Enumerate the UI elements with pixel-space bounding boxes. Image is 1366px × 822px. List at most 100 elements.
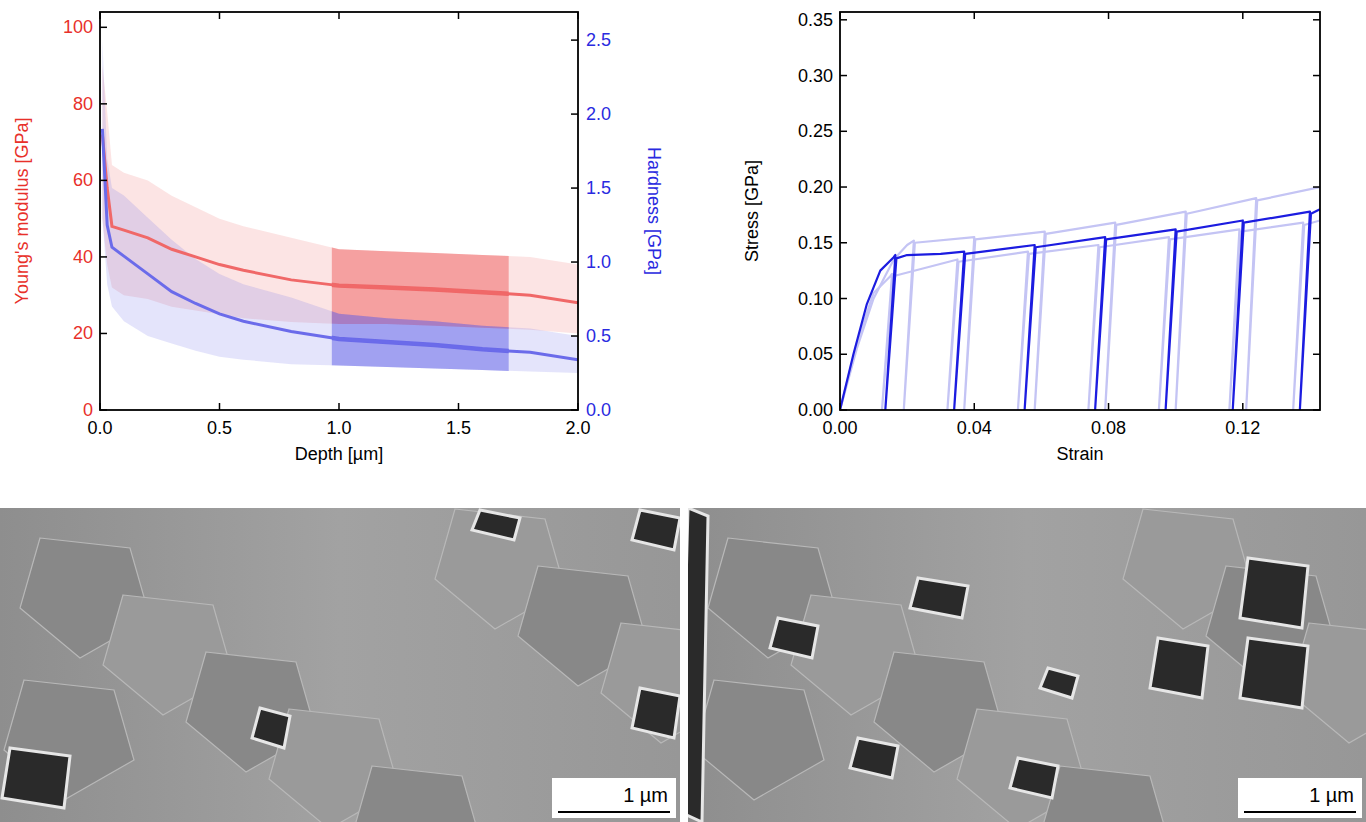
x-tick-label: 0.08: [1091, 418, 1126, 438]
sem-content: [688, 508, 1366, 822]
pore: [1010, 758, 1058, 798]
y-tick-label: 40: [73, 247, 93, 267]
plot-area: [102, 40, 578, 373]
x-tick: [338, 403, 340, 410]
pore: [850, 738, 898, 778]
x-tick-label: 0.0: [87, 418, 112, 438]
y-tick-label: 0.35: [798, 10, 833, 30]
x-tick-top: [338, 12, 340, 19]
y-tick: [100, 256, 107, 258]
y-tick-label: 0.10: [798, 289, 833, 309]
pore: [1150, 638, 1208, 698]
plot-frame: [100, 12, 578, 410]
x-tick-top: [219, 12, 221, 19]
y-tick-right: [1313, 298, 1320, 300]
chart-depth: 0.00.51.01.52.00204060801000.00.51.01.52…: [12, 12, 664, 464]
y2-tick: [571, 187, 578, 189]
scale-bar-box: [552, 778, 676, 818]
y-tick: [840, 298, 847, 300]
y-tick: [100, 180, 107, 182]
mean-line: [102, 134, 578, 302]
scale-bar: [1244, 811, 1356, 813]
y2-tick-label: 1.5: [586, 178, 611, 198]
x-tick-label: 0.04: [957, 418, 992, 438]
x-tick: [1242, 403, 1244, 410]
mean-line: [102, 129, 578, 360]
sem-image: 1 µm: [680, 508, 1366, 822]
x-tick-label: 1.0: [326, 418, 351, 438]
y-axis-title: Stress [GPa]: [742, 160, 762, 262]
y-tick-right: [1313, 131, 1320, 133]
x-axis-title: Depth [µm]: [295, 444, 383, 464]
chart-stress-strain: 0.000.040.080.120.000.050.100.150.200.25…: [742, 10, 1320, 464]
pore: [910, 578, 968, 618]
y-tick-label: 60: [73, 170, 93, 190]
y-tick-label: 20: [73, 323, 93, 343]
plot-frame: [840, 12, 1320, 410]
y-tick: [840, 131, 847, 133]
y2-tick: [571, 261, 578, 263]
x-axis-title: Strain: [1056, 444, 1103, 464]
x-tick-label: 1.5: [446, 418, 471, 438]
y-tick: [100, 27, 107, 29]
y-tick-label: 0: [83, 400, 93, 420]
y2-tick-label: 0.0: [586, 400, 611, 420]
scale-bar-label: 1 µm: [623, 784, 668, 806]
y-tick-label: 100: [63, 17, 93, 37]
y-tick: [840, 19, 847, 21]
grain: [1040, 766, 1170, 822]
y-tick-label: 0.00: [798, 400, 833, 420]
pore: [2, 748, 70, 808]
y-tick: [100, 333, 107, 335]
x-tick-label: 0.00: [822, 418, 857, 438]
stress-strain-curve: [840, 187, 1320, 410]
std-band: [102, 40, 578, 373]
y-tick-right: [1313, 75, 1320, 77]
x-tick-top: [1108, 12, 1110, 19]
figure: 0.00.51.01.52.00204060801000.00.51.01.52…: [0, 0, 1366, 822]
sem-background: [688, 508, 1366, 822]
pore: [472, 510, 520, 540]
x-tick-top: [1242, 12, 1244, 19]
x-tick: [219, 403, 221, 410]
y-tick-right: [1313, 19, 1320, 21]
y2-axis-title: Hardness [GPa]: [644, 147, 664, 275]
x-tick-top: [974, 12, 976, 19]
y2-tick-label: 2.5: [586, 30, 611, 50]
y2-tick-label: 0.5: [586, 326, 611, 346]
x-tick-label: 0.5: [207, 418, 232, 438]
x-tick-label: 2.0: [565, 418, 590, 438]
std-band-highlight: [332, 66, 509, 334]
pore: [632, 510, 680, 550]
y2-tick: [571, 113, 578, 115]
sem-content: [0, 508, 680, 822]
y-tick-right: [1313, 354, 1320, 356]
pore: [1240, 558, 1308, 628]
y-tick-label: 0.25: [798, 121, 833, 141]
std-band-highlight: [332, 40, 509, 373]
pore: [1240, 638, 1308, 708]
y-tick: [840, 75, 847, 77]
x-tick: [1108, 403, 1110, 410]
x-tick: [458, 403, 460, 410]
y2-tick: [571, 39, 578, 41]
pore: [688, 508, 708, 822]
y-tick-right: [1313, 186, 1320, 188]
sem-image: 1 µm: [0, 508, 731, 822]
scale-bar-box: [1238, 778, 1362, 818]
x-tick-top: [458, 12, 460, 19]
grain: [601, 623, 680, 743]
y-tick-label: 0.15: [798, 233, 833, 253]
highlight-area: [332, 40, 509, 373]
y-tick-label: 0.20: [798, 177, 833, 197]
y-tick: [100, 103, 107, 105]
scale-bar: [558, 811, 670, 813]
y2-tick-label: 2.0: [586, 104, 611, 124]
y-tick-label: 0.30: [798, 66, 833, 86]
scale-bar-label: 1 µm: [1309, 784, 1354, 806]
pore: [1040, 668, 1078, 698]
pore: [770, 618, 818, 658]
y-tick: [840, 354, 847, 356]
grain: [352, 766, 482, 822]
x-tick: [974, 403, 976, 410]
